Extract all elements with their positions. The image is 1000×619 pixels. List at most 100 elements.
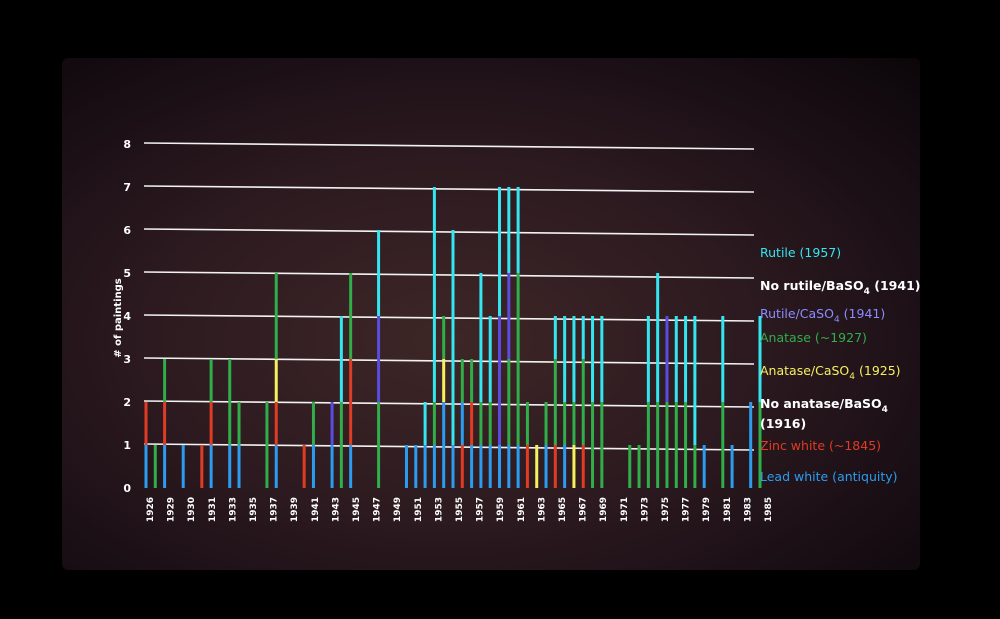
x-tick-label: 1937 <box>270 497 280 522</box>
bar-segment-zinc-white <box>553 445 557 488</box>
bar-segment-anatase <box>637 445 641 488</box>
bar-segment-lead-white <box>460 402 464 445</box>
bar-segment-lead-white <box>237 445 241 488</box>
bar-segment-zinc-white <box>144 402 148 445</box>
x-tick-label: 1935 <box>249 497 259 522</box>
y-tick-label: 3 <box>123 353 131 366</box>
bar-segment-lead-white <box>544 445 548 488</box>
bar-segment-anatase <box>600 402 604 488</box>
bar-segment-lead-white <box>144 445 148 488</box>
bar-segment-zinc-white <box>470 402 474 445</box>
bar-segment-rutile <box>674 316 678 402</box>
x-tick-label: 1943 <box>331 497 341 522</box>
x-tick-label: 1963 <box>537 497 547 522</box>
bar-segment-anatase-caso4 <box>274 359 278 402</box>
x-tick-label: 1967 <box>579 497 589 522</box>
y-axis-ticks: 0 1 2 3 4 5 6 7 8 <box>123 138 131 495</box>
bar-segment-lead-white <box>479 445 483 488</box>
bar-segment-rutile <box>693 316 697 445</box>
bar-segment-zinc-white <box>200 445 204 488</box>
x-tick-label: 1926 <box>146 497 156 522</box>
bar-segment-zinc-white <box>581 445 585 488</box>
bar-segment-rutile <box>581 316 585 359</box>
bar-segment-anatase <box>693 445 697 488</box>
legend-entry: Anatase/CaSO4 (1925) <box>760 363 901 382</box>
bar-segment-zinc-white <box>525 445 529 488</box>
bar-segment-lead-white <box>563 445 567 488</box>
bar-segment-rutile <box>591 316 595 402</box>
x-tick-label: 1929 <box>167 497 177 522</box>
x-tick-label: 1985 <box>764 497 774 522</box>
x-tick-label: 1951 <box>414 497 424 522</box>
x-tick-label: 1979 <box>702 497 712 522</box>
bar-segment-lead-white <box>349 445 353 488</box>
bar-segment-rutile <box>656 273 660 402</box>
bar-segment-anatase-caso4 <box>535 445 539 488</box>
x-tick-label: 1971 <box>620 497 630 522</box>
bar-segment-anatase <box>163 359 167 402</box>
bar-segment-lead-white <box>423 445 427 488</box>
bar-segment-anatase <box>377 402 381 488</box>
bar-segment-anatase-caso4 <box>572 445 576 488</box>
bar-segment-anatase <box>665 402 669 488</box>
bar-segment-anatase <box>442 316 446 359</box>
x-tick-label: 1947 <box>373 497 383 522</box>
bar-segment-anatase <box>432 402 436 445</box>
bar-segment-anatase <box>525 402 529 445</box>
gridline-1 <box>143 443 755 451</box>
bar-segment-zinc-white <box>274 402 278 445</box>
bar-segment-anatase <box>479 402 483 445</box>
gridline-2 <box>143 400 755 408</box>
y-tick-label: 0 <box>123 482 131 495</box>
legend: Rutile (1957) No rutile/BaSO4 (1941) Rutil… <box>760 245 921 484</box>
y-tick-label: 8 <box>123 138 131 151</box>
bar-segment-rutile-caso4 <box>665 316 669 402</box>
bar-segment-anatase <box>516 273 520 445</box>
bar-segment-anatase <box>339 402 343 488</box>
bar-segment-anatase-caso4 <box>442 359 446 402</box>
bar-segment-lead-white <box>730 445 734 488</box>
bar-segment-lead-white <box>507 445 511 488</box>
bar-segment-rutile <box>600 316 604 402</box>
bar-segment-anatase <box>674 402 678 488</box>
x-tick-label: 1983 <box>743 497 753 522</box>
bar-segment-anatase <box>758 402 762 488</box>
bar-segment-rutile <box>758 316 762 402</box>
bar-segment-anatase <box>572 402 576 445</box>
bar-segment-anatase <box>507 359 511 445</box>
bar-segment-rutile <box>377 230 381 316</box>
bar-segment-lead-white <box>404 445 408 488</box>
gridlines <box>143 142 755 451</box>
y-tick-label: 7 <box>123 181 131 194</box>
x-tick-label: 1977 <box>682 497 692 522</box>
y-tick-label: 2 <box>123 396 131 409</box>
bar-segment-anatase <box>311 402 315 445</box>
bar-segment-anatase <box>553 359 557 445</box>
bar-segment-rutile <box>432 187 436 402</box>
bar-segment-rutile <box>339 316 343 402</box>
bar-segment-rutile <box>563 316 567 402</box>
x-tick-label: 1981 <box>723 497 733 522</box>
bar-segment-anatase <box>274 273 278 359</box>
y-tick-label: 5 <box>123 267 131 280</box>
bar-segment-zinc-white <box>349 359 353 445</box>
gridline-7 <box>143 185 755 193</box>
bar-segment-lead-white <box>209 445 213 488</box>
legend-entry: Anatase (~1927) <box>760 330 867 345</box>
bar-segment-lead-white <box>516 445 520 488</box>
x-tick-label: 1969 <box>599 497 609 522</box>
bar-segment-lead-white <box>274 445 278 488</box>
legend-entry: No anatase/BaSO4 <box>760 396 888 415</box>
bar-segment-anatase <box>209 359 213 402</box>
y-tick-label: 4 <box>123 310 131 323</box>
bar-segment-anatase <box>153 445 157 488</box>
gridline-3 <box>143 357 755 365</box>
x-tick-label: 1939 <box>290 497 300 522</box>
bar-segment-anatase <box>628 445 632 488</box>
bar-segment-zinc-white <box>460 445 464 488</box>
bar-segment-rutile <box>479 273 483 402</box>
bar-segment-rutile-caso4 <box>507 273 511 359</box>
legend-entry: (1916) <box>760 416 806 431</box>
y-tick-label: 1 <box>123 439 131 452</box>
